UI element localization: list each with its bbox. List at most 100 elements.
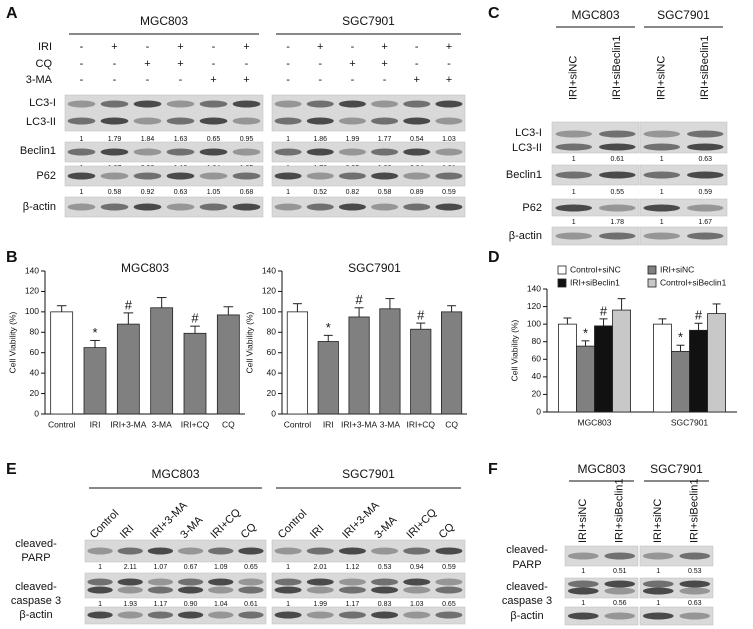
band-quantity: 1 xyxy=(656,568,660,575)
band-quantity: 1 xyxy=(286,136,290,143)
significance-mark: * xyxy=(326,320,331,335)
blot-band xyxy=(177,611,204,619)
blot-band xyxy=(87,586,113,594)
lane-label: IRI+CQ xyxy=(208,506,243,541)
blot-band xyxy=(199,148,228,156)
blot-strip xyxy=(551,164,640,186)
band-quantity: 1 xyxy=(80,136,84,143)
treatment-sign: - xyxy=(146,74,150,86)
band-quantity: 1 xyxy=(572,219,576,226)
x-tick-label: Control xyxy=(284,419,312,429)
blot-band xyxy=(604,587,636,595)
blot-band xyxy=(338,117,366,125)
blot-band xyxy=(403,611,431,619)
blot-band xyxy=(100,100,129,108)
treatment-sign: + xyxy=(381,58,387,70)
blot-band xyxy=(133,203,162,211)
significance-mark: # xyxy=(191,311,199,326)
blot-band xyxy=(133,117,162,125)
treatment-sign: + xyxy=(243,74,249,86)
panel-letter: F xyxy=(488,461,498,478)
treatment-sign: - xyxy=(245,58,249,70)
treatment-sign: - xyxy=(318,74,322,86)
blot-band xyxy=(199,117,228,125)
lane-label: IRI+CQ xyxy=(404,506,439,541)
lane-label: 3-MA xyxy=(178,514,206,542)
x-tick-label: CQ xyxy=(222,419,235,429)
group-header: SGC7901 xyxy=(650,462,703,476)
blot-band xyxy=(567,552,599,560)
y-tick-label: 40 xyxy=(532,371,542,381)
significance-mark: # xyxy=(355,292,363,307)
significance-mark: # xyxy=(125,297,133,312)
lane-label: IRI xyxy=(118,523,136,541)
treatment-sign: - xyxy=(113,58,117,70)
blot-band xyxy=(133,100,162,108)
panel-letter: C xyxy=(488,5,500,22)
y-tick-label: 40 xyxy=(267,367,277,377)
blot-band xyxy=(208,578,234,586)
blot-strip xyxy=(271,572,466,599)
blot-band xyxy=(435,172,463,180)
band-quantity: 0.63 xyxy=(698,156,712,163)
bar xyxy=(116,323,140,415)
group-header: SGC7901 xyxy=(342,467,395,481)
blot-band xyxy=(274,547,302,555)
blot-band xyxy=(604,552,636,560)
row-label: caspase 3 xyxy=(502,595,552,607)
row-label: cleaved- xyxy=(506,544,548,556)
blot-strip xyxy=(639,545,714,567)
y-axis-label: Cell Viability (%) xyxy=(7,311,17,373)
lane-label: IRI+siNC xyxy=(652,499,664,543)
blot-strip xyxy=(271,94,466,132)
blot-band xyxy=(100,172,129,180)
blot-strip xyxy=(564,606,639,626)
blot-band xyxy=(403,203,431,211)
band-quantity: 0.63 xyxy=(174,189,188,196)
x-tick-label: IRI xyxy=(90,419,101,429)
y-tick-label: 20 xyxy=(267,388,277,398)
blot-band xyxy=(604,612,636,620)
blot-band xyxy=(555,143,593,151)
y-tick-label: 60 xyxy=(532,354,542,364)
band-quantity: 0.61 xyxy=(610,156,624,163)
band-quantity: 0.68 xyxy=(240,189,254,196)
band-quantity: 1.05 xyxy=(207,189,221,196)
blot-band xyxy=(208,611,234,619)
blot-band xyxy=(679,612,711,620)
treatment-sign: + xyxy=(349,58,355,70)
blot-strip xyxy=(564,545,639,567)
blot-band xyxy=(208,547,234,555)
y-tick-label: 80 xyxy=(267,327,277,337)
band-quantity: 1.04 xyxy=(214,601,228,608)
significance-mark: * xyxy=(583,325,588,340)
blot-strip xyxy=(84,606,267,625)
lane-label: IRI+siBeclin1 xyxy=(614,478,626,543)
blot-band xyxy=(238,586,264,594)
y-tick-label: 120 xyxy=(527,301,541,311)
blot-band xyxy=(232,117,261,125)
band-quantity: 0.94 xyxy=(410,564,424,571)
treatment-sign: + xyxy=(177,58,183,70)
blot-band xyxy=(232,203,261,211)
blot-band xyxy=(274,586,302,594)
legend-swatch xyxy=(557,265,567,275)
x-tick-label: SGC7901 xyxy=(671,417,709,427)
y-tick-label: 60 xyxy=(30,347,40,357)
blot-band xyxy=(371,586,399,594)
bar xyxy=(441,311,463,415)
blot-band xyxy=(642,552,674,560)
treatment-label: 3-MA xyxy=(26,74,53,86)
band-quantity: 0.63 xyxy=(688,600,702,607)
significance-mark: # xyxy=(695,308,703,323)
bar xyxy=(653,323,672,413)
blot-strip xyxy=(84,572,267,599)
blot-band xyxy=(435,203,463,211)
blot-band xyxy=(306,611,334,619)
blot-strip xyxy=(271,196,466,218)
blot-band xyxy=(435,586,463,594)
blot-strip xyxy=(271,606,466,625)
bar xyxy=(286,311,308,415)
significance-mark: # xyxy=(600,303,608,318)
